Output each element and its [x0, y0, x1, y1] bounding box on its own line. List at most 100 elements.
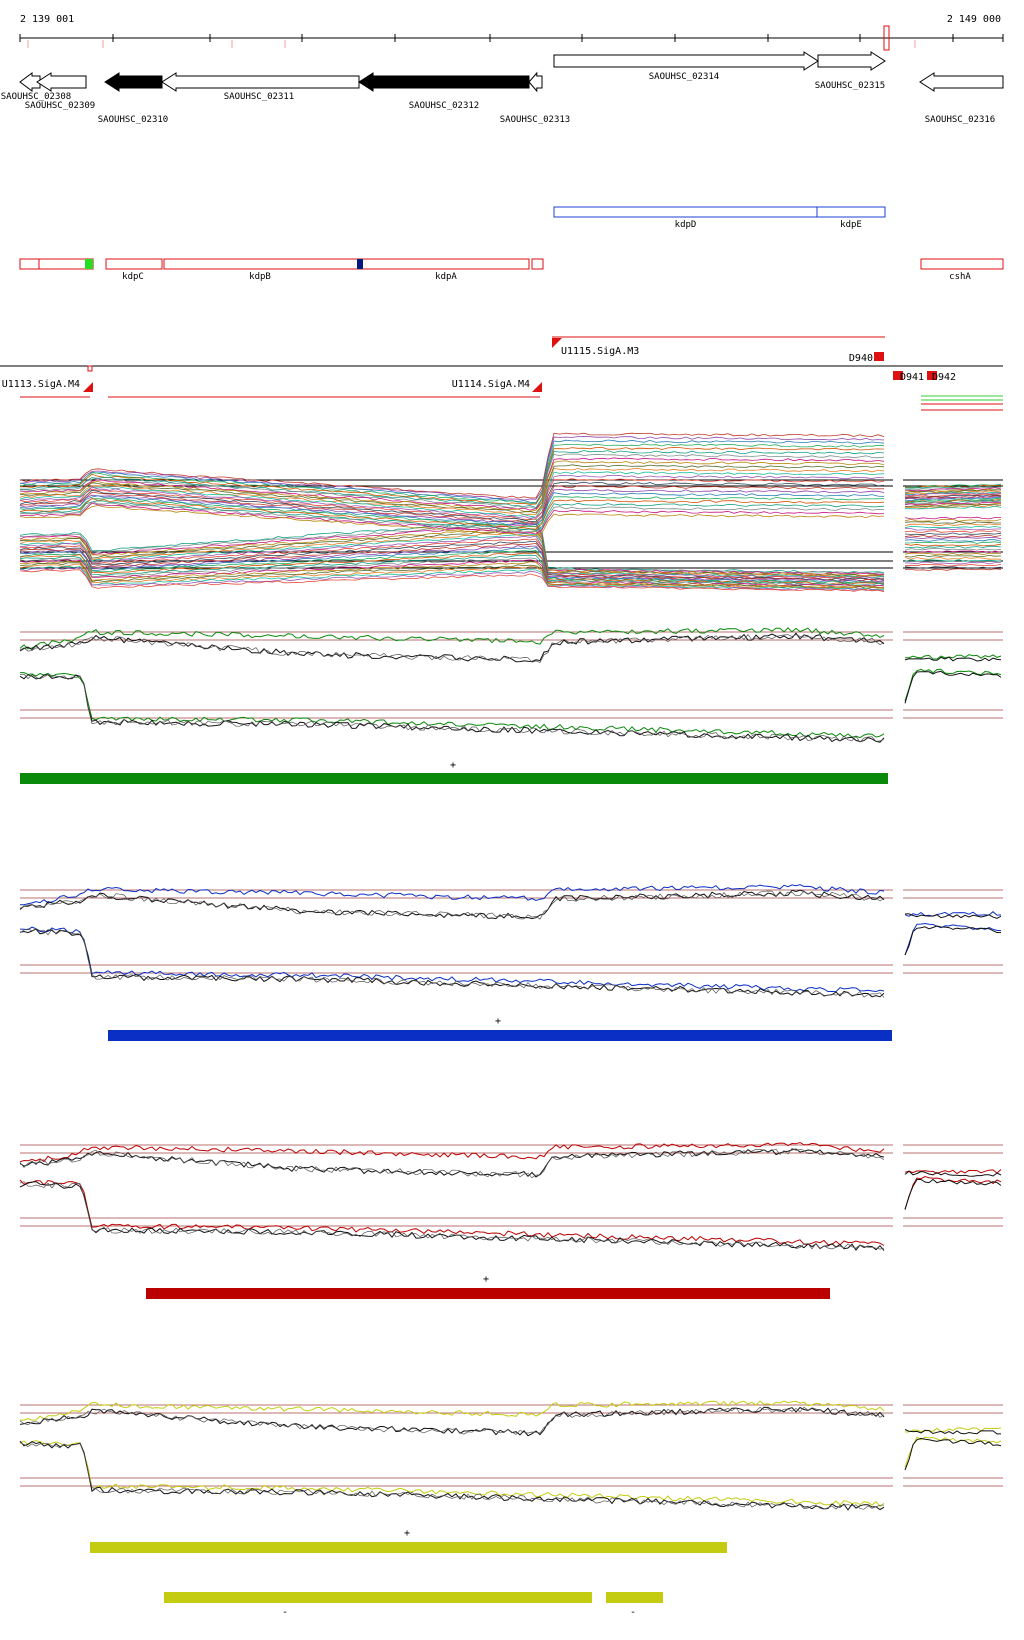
multi-trace-bottom-right	[904, 521, 1002, 524]
multi-trace-top	[19, 485, 884, 524]
panel-trace-plus-right	[904, 654, 1002, 660]
promoter-flag-minus	[83, 382, 93, 392]
red-feature	[357, 258, 530, 270]
blue-feature-kdpD	[553, 206, 818, 218]
panel-trace-plus-color	[19, 1141, 885, 1163]
panel-trace-plus-black	[19, 1406, 885, 1437]
multi-trace-top	[19, 497, 885, 530]
red-feature-label: cshA	[949, 272, 971, 282]
multi-trace-top	[19, 481, 885, 523]
multi-trace-top	[19, 457, 885, 511]
multi-trace-top	[19, 471, 885, 518]
red-feature	[105, 258, 163, 270]
panel-trace-plus-gray	[19, 1147, 885, 1179]
promoter-flag-plus	[552, 338, 562, 348]
multi-trace-bottom	[19, 557, 885, 587]
gap-mask	[893, 470, 903, 610]
panel-condition-3: +	[19, 1135, 1003, 1299]
multi-trace-top	[19, 474, 885, 519]
multi-trace-top	[19, 436, 885, 501]
multi-trace-bottom	[19, 528, 885, 577]
segment-bar	[146, 1288, 830, 1299]
gene-arrow-SAOUHSC_02312	[358, 72, 530, 92]
red-feature-label: kdpB	[249, 272, 271, 282]
multi-trace-top-right	[904, 496, 1002, 502]
segment-bar	[108, 1030, 892, 1041]
multi-trace-bottom-right	[904, 552, 1002, 556]
multi-trace-bottom	[19, 552, 884, 585]
multi-trace-bottom-right	[904, 541, 1002, 544]
panel-trace-minus-right-black	[904, 1437, 1002, 1471]
multi-trace-bottom	[19, 554, 885, 586]
multi-trace-top	[19, 450, 885, 509]
panel-gap-mask	[893, 1393, 903, 1518]
multi-trace-bottom-right	[904, 523, 1002, 527]
panel-trace-minus-right	[904, 1175, 1002, 1210]
multi-trace-top-right	[904, 499, 1002, 504]
segment-strand-symbol: +	[483, 1274, 489, 1285]
segment-strand-symbol: +	[450, 760, 456, 771]
terminator-marker	[874, 352, 884, 361]
panel-trace-plus-right	[904, 1169, 1002, 1175]
multi-trace-top-right	[904, 505, 1002, 510]
multi-trace-top-right	[904, 484, 1002, 489]
panel-condition-1: +	[19, 620, 1003, 784]
panel-trace-plus-right-black	[904, 656, 1002, 662]
multi-trace-bottom-right	[904, 548, 1002, 551]
navy-marker	[357, 259, 363, 269]
gene-arrow-SAOUHSC_02316	[919, 72, 1004, 92]
gene-arrow-SAOUHSC_02311	[161, 72, 360, 92]
panel-gap-mask	[893, 1135, 903, 1258]
regulatory-track: U1113.SigA.M4 U1114.SigA.M4 U1115.SigA.M3 D…	[0, 336, 1003, 411]
green-marker	[85, 259, 93, 269]
panel-condition-4: + - -	[19, 1393, 1003, 1618]
panel-trace-minus-right	[904, 1436, 1002, 1468]
segment-bar	[164, 1592, 592, 1603]
multi-trace-bottom-right	[904, 543, 1002, 547]
multi-trace-bottom-right	[904, 550, 1002, 554]
ruler-ticks	[19, 25, 1004, 51]
multi-trace-bottom-right	[904, 532, 1002, 536]
multi-trace-bottom-right	[904, 516, 1001, 520]
ruler-marker	[883, 25, 890, 51]
terminator-label: D940	[849, 353, 873, 364]
promoter-flag-minus	[532, 382, 542, 392]
multi-trace-top	[19, 492, 885, 526]
red-feature-label: kdpC	[122, 272, 144, 282]
gene-arrow-SAOUHSC_02313	[528, 71, 543, 93]
segment-strand-symbol: -	[630, 1607, 636, 1618]
blue-feature-track: kdpD kdpE	[553, 206, 886, 230]
multi-trace-bottom	[19, 569, 885, 593]
red-feature	[531, 258, 544, 270]
multi-trace-top-right	[904, 493, 1002, 497]
terminator-label: D941	[900, 372, 924, 383]
multi-trace-bottom-right	[904, 557, 1002, 560]
multi-trace-top	[19, 502, 885, 535]
panel-trace-minus-black	[19, 1181, 885, 1251]
segment-bar	[90, 1542, 727, 1553]
panel-trace-plus-gray	[19, 634, 885, 663]
multi-trace-bottom-right	[904, 563, 1002, 567]
promoter-label: U1114.SigA.M4	[452, 379, 530, 390]
multi-trace-bottom-right	[904, 559, 1002, 562]
multi-trace-top-right	[904, 503, 1002, 508]
terminator-marker	[893, 371, 903, 380]
gene-label-SAOUHSC_02310: SAOUHSC_02310	[98, 115, 168, 125]
gene-label-SAOUHSC_02312: SAOUHSC_02312	[409, 101, 479, 111]
segment-bar	[20, 773, 888, 784]
multi-trace-top-right	[904, 496, 1002, 500]
multi-trace-top-right	[904, 489, 1002, 493]
panel-trace-minus-right-black	[904, 670, 1002, 704]
multi-trace-bottom-right	[904, 518, 1002, 522]
multi-trace-bottom-right	[904, 561, 1002, 565]
multi-trace-bottom-right	[904, 566, 1002, 569]
promoter-tick	[87, 365, 93, 372]
blue-feature-label: kdpE	[840, 220, 862, 230]
terminator-label: D942	[932, 372, 956, 383]
multi-trace-top	[19, 500, 885, 531]
panel-trace-plus-gray	[19, 890, 885, 920]
panel-trace-plus-black	[19, 1148, 885, 1178]
gene-arrow-SAOUHSC_02309	[36, 72, 87, 92]
ruler-start-label: 2 139 001	[20, 14, 74, 25]
